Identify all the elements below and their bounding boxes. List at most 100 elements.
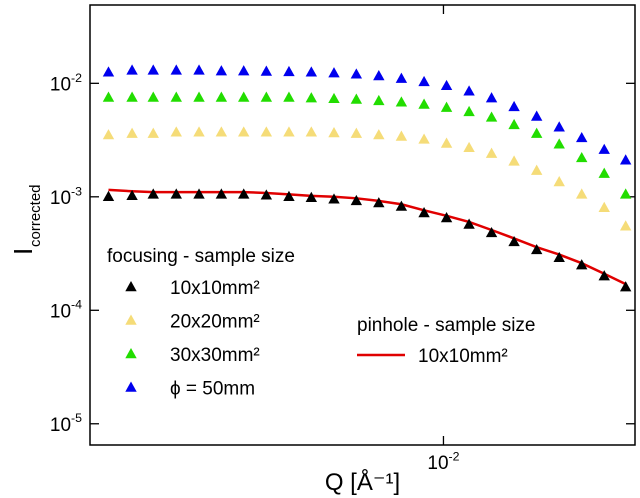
legend-label: 30x30mm² [170, 345, 260, 366]
data-point [126, 127, 138, 138]
data-point [418, 75, 430, 87]
data-point [553, 251, 565, 263]
data-point [283, 91, 295, 102]
data-point [260, 65, 273, 76]
data-point [440, 212, 453, 223]
data-point [508, 155, 520, 166]
data-point [283, 65, 295, 77]
data-point [238, 65, 250, 76]
data-point [215, 126, 228, 137]
data-point [305, 126, 318, 137]
data-point [530, 127, 543, 138]
data-point [553, 121, 565, 132]
data-point [102, 190, 115, 202]
data-point [260, 91, 273, 102]
data-point [576, 259, 588, 270]
data-point [395, 200, 408, 211]
data-point [170, 188, 182, 199]
data-point [530, 110, 543, 121]
data-point [485, 226, 498, 238]
data-point [463, 105, 475, 117]
data-point [305, 191, 318, 203]
data-point [238, 188, 250, 199]
data-point [485, 147, 498, 158]
data-point [440, 101, 453, 112]
data-point [440, 137, 453, 148]
data-point [373, 94, 385, 106]
data-point [193, 64, 205, 75]
data-point [147, 127, 159, 138]
data-point [260, 189, 273, 200]
data-point [485, 92, 498, 103]
data-point [463, 141, 475, 153]
data-point [328, 193, 340, 204]
data-point [126, 64, 138, 75]
y-tick-label: 10-5 [50, 411, 82, 436]
legend-title: focusing - sample size [107, 246, 295, 267]
data-point [463, 218, 475, 229]
data-point [102, 129, 115, 140]
data-point [619, 220, 632, 231]
data-point [170, 126, 182, 137]
legend-label: 10x10mm² [170, 278, 260, 299]
data-point [508, 235, 520, 247]
data-point [350, 68, 363, 79]
data-point [126, 189, 138, 201]
data-point [530, 164, 543, 175]
data-point [238, 91, 250, 102]
data-point [395, 96, 408, 107]
data-point [260, 126, 273, 137]
data-point [553, 138, 565, 149]
data-point [553, 176, 565, 187]
data-point [576, 188, 588, 199]
data-point [418, 133, 430, 144]
data-point [102, 91, 115, 102]
data-point [102, 66, 115, 77]
data-point [508, 100, 520, 112]
data-point [305, 66, 318, 77]
legend-swatch [125, 281, 137, 292]
data-point [395, 130, 408, 141]
legend-swatch [125, 314, 137, 325]
data-point [598, 167, 610, 178]
data-point [328, 67, 340, 78]
data-point [147, 64, 159, 75]
legend-swatch [125, 381, 137, 392]
data-point [170, 64, 182, 75]
data-point [576, 131, 588, 143]
data-point [418, 98, 430, 109]
data-point [373, 129, 385, 140]
data-point [215, 91, 228, 102]
data-point [147, 91, 159, 102]
y-axis-label: I [8, 248, 38, 255]
legend-label: 20x20mm² [170, 312, 260, 333]
y-axis-label-subscript: corrected [27, 184, 44, 247]
legend-label: 10x10mm² [418, 346, 508, 367]
data-point [373, 70, 385, 81]
data-point [350, 93, 363, 104]
data-point [598, 143, 610, 154]
data-point [463, 85, 475, 96]
data-point [395, 72, 408, 83]
data-point [373, 197, 385, 208]
data-point [283, 190, 295, 202]
x-axis-label: Q [Å⁻¹] [325, 468, 400, 496]
data-point [350, 194, 363, 206]
data-point [440, 79, 453, 91]
data-point [619, 154, 632, 165]
y-tick-label: 10-4 [50, 298, 82, 323]
data-point [170, 91, 182, 102]
y-tick-label: 10-2 [50, 71, 82, 96]
data-point [283, 126, 295, 137]
data-point [619, 281, 632, 292]
data-point [147, 188, 159, 199]
data-point [328, 92, 340, 104]
data-point [305, 92, 318, 103]
data-point [598, 201, 610, 213]
legend-title: pinhole - sample size [357, 315, 535, 336]
data-line [108, 188, 627, 286]
data-point [485, 111, 498, 122]
data-point [126, 91, 138, 102]
data-point [598, 270, 610, 281]
